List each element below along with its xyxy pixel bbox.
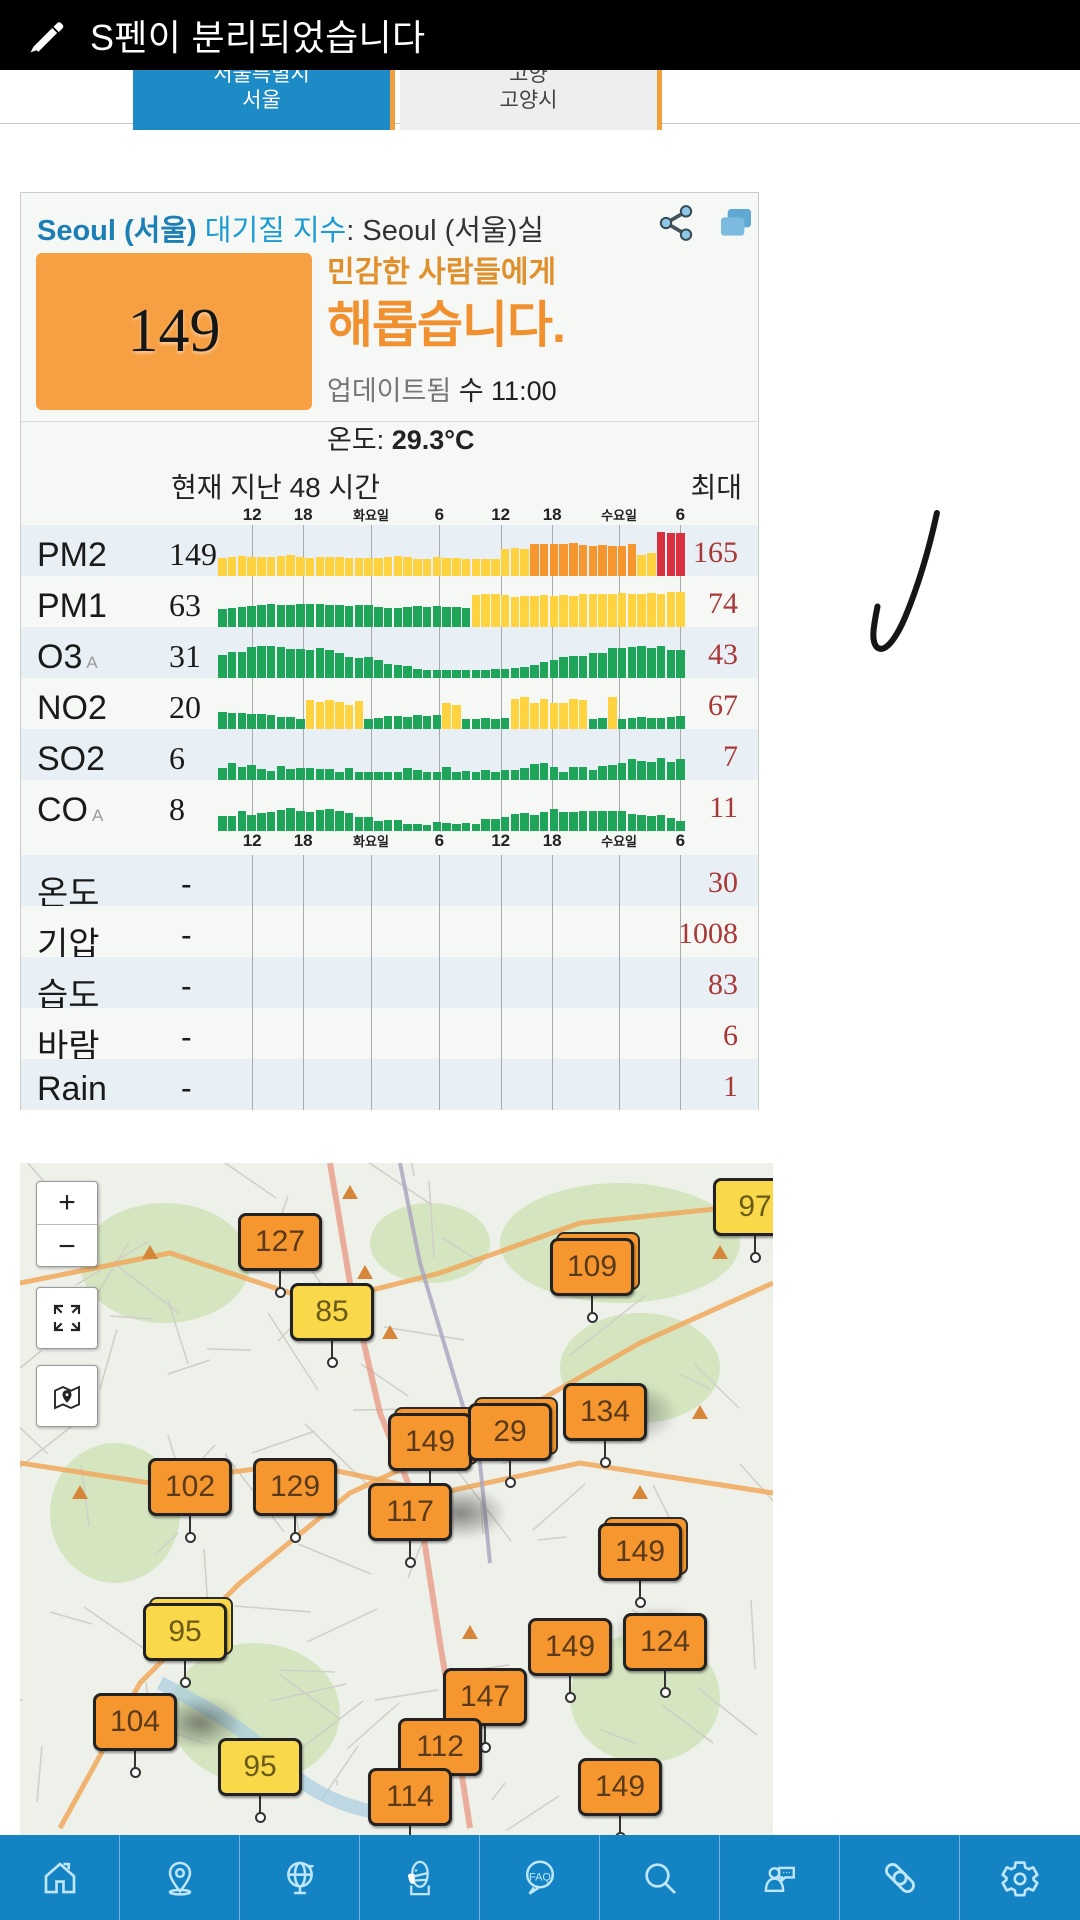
svg-text:FAQ: FAQ [528,1871,550,1883]
